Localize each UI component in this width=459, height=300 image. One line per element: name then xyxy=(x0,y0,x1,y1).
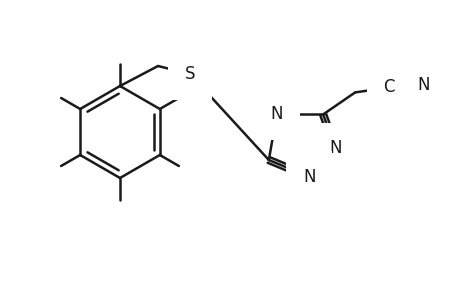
Text: N: N xyxy=(416,76,429,94)
Text: N: N xyxy=(329,139,341,157)
Text: C: C xyxy=(382,78,394,96)
Text: N: N xyxy=(302,168,315,186)
Text: N: N xyxy=(270,105,282,123)
Text: S: S xyxy=(185,65,195,83)
